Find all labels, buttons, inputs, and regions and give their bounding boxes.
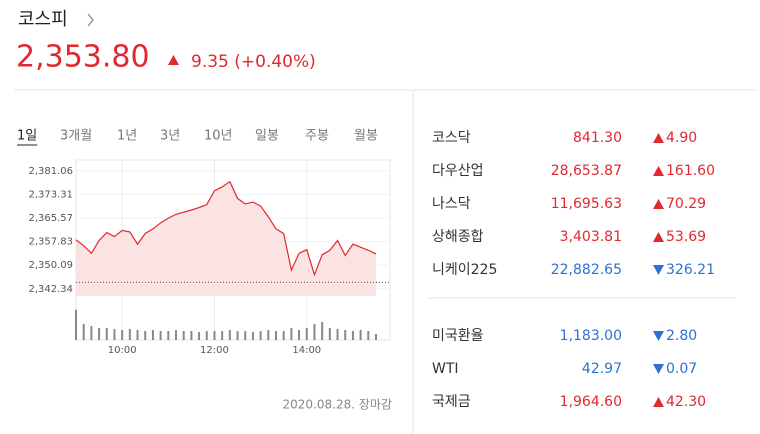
change-arrow (653, 232, 664, 242)
market-value: 1,964.60 (560, 394, 622, 410)
period-tab[interactable]: 일봉 (255, 129, 279, 144)
market-change: 2.80 (666, 328, 697, 344)
period-tab[interactable]: 1일 (17, 129, 37, 144)
volume-bar (128, 329, 131, 340)
market-name[interactable]: 상해종합 (432, 229, 484, 245)
volume-bar (105, 328, 108, 340)
index-change: 9.35 (+0.40%) (191, 52, 316, 72)
market-value: 11,695.63 (551, 196, 622, 212)
volume-bar (351, 331, 354, 340)
market-value: 42.97 (582, 361, 622, 377)
market-name[interactable]: 코스닥 (432, 130, 471, 146)
volume-bar (90, 326, 93, 340)
volume-bar (113, 329, 116, 340)
period-tab[interactable]: 1년 (117, 129, 137, 144)
x-tick-label: 14:00 (292, 345, 321, 356)
y-tick-label: 2,357.83 (28, 237, 73, 248)
change-arrow (653, 199, 664, 209)
volume-bar (244, 331, 247, 340)
volume-bar (82, 324, 85, 340)
volume-bar (267, 330, 270, 340)
volume-bar (75, 310, 77, 340)
period-tab[interactable]: 3개월 (60, 129, 92, 144)
y-tick-label: 2,365.57 (28, 213, 73, 224)
market-value: 841.30 (573, 130, 622, 146)
y-tick-label: 2,350.09 (28, 260, 73, 271)
volume-bar (336, 329, 339, 340)
period-tab[interactable]: 주봉 (305, 129, 329, 144)
market-change: 42.30 (666, 394, 706, 410)
volume-bar (98, 328, 101, 340)
volume-bar (298, 330, 301, 340)
y-tick-label: 2,342.34 (28, 284, 73, 295)
change-arrow (653, 331, 664, 341)
volume-bar (121, 330, 124, 340)
volume-bar (151, 330, 154, 340)
change-arrow (653, 397, 664, 407)
volume-bar (275, 331, 277, 340)
volume-bar (313, 324, 316, 340)
market-change: 53.69 (666, 229, 706, 245)
x-tick-label: 12:00 (200, 345, 229, 356)
y-tick-label: 2,373.31 (28, 189, 73, 200)
price-area (76, 181, 376, 296)
market-value: 3,403.81 (560, 229, 622, 245)
volume-bar (259, 331, 262, 340)
market-name[interactable]: 미국환율 (432, 328, 484, 344)
market-name[interactable]: 국제금 (432, 394, 471, 410)
period-tab[interactable]: 10년 (204, 129, 233, 144)
volume-bar (175, 330, 177, 340)
change-arrow (653, 364, 664, 374)
volume-bar (251, 332, 254, 340)
x-tick-label: 10:00 (108, 345, 137, 356)
change-arrow (168, 55, 179, 65)
change-arrow (653, 166, 664, 176)
volume-bar (321, 322, 324, 340)
volume-bar (344, 330, 347, 340)
volume-bar (205, 331, 208, 340)
volume-bar (228, 330, 231, 340)
market-name[interactable]: WTI (432, 361, 459, 377)
volume-bar (290, 328, 293, 340)
volume-bar (136, 330, 139, 340)
footer-date: 2020.08.28. 장마감 (283, 398, 392, 412)
volume-bar (167, 331, 170, 340)
volume-bar (213, 331, 216, 340)
market-change: 4.90 (666, 130, 697, 146)
volume-bar (367, 331, 370, 340)
market-change: 161.60 (666, 163, 715, 179)
market-value: 28,653.87 (551, 163, 622, 179)
market-name[interactable]: 다우산업 (432, 163, 484, 179)
volume-bar (144, 331, 147, 340)
y-tick-label: 2,381.06 (28, 166, 73, 177)
market-name[interactable]: 나스닥 (432, 196, 471, 212)
market-name[interactable]: 니케이225 (432, 262, 497, 278)
volume-bar (198, 332, 201, 340)
volume-bar (182, 331, 185, 340)
market-change: 326.21 (666, 262, 715, 278)
volume-bar (236, 331, 239, 340)
market-change: 70.29 (666, 196, 706, 212)
index-price: 2,353.80 (16, 40, 150, 75)
change-arrow (653, 265, 664, 275)
market-value: 22,882.65 (551, 262, 622, 278)
change-arrow (653, 133, 664, 143)
market-value: 1,183.00 (560, 328, 622, 344)
period-tab[interactable]: 월봉 (354, 129, 378, 144)
index-title[interactable]: 코스피 (18, 9, 68, 30)
volume-bar (359, 330, 362, 340)
price-line (75, 180, 377, 277)
volume-bar (190, 331, 193, 340)
volume-bar (305, 328, 308, 340)
volume-bar (328, 328, 331, 340)
period-tab[interactable]: 3년 (160, 129, 180, 144)
volume-bar (282, 331, 285, 340)
market-change: 0.07 (666, 361, 697, 377)
volume-bar (221, 331, 224, 340)
volume-bar (375, 334, 377, 340)
chevron-icon[interactable] (87, 13, 94, 27)
volume-bar (159, 331, 162, 340)
